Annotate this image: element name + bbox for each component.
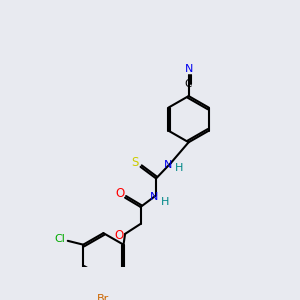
- Text: N: N: [184, 64, 193, 74]
- Text: Cl: Cl: [55, 233, 65, 244]
- Text: N: N: [150, 192, 158, 202]
- Text: O: O: [115, 187, 124, 200]
- Text: H: H: [160, 196, 169, 206]
- Text: H: H: [175, 164, 184, 173]
- Text: N: N: [164, 160, 173, 170]
- Text: Br: Br: [97, 294, 110, 300]
- Text: C: C: [184, 79, 191, 89]
- Text: S: S: [131, 156, 139, 169]
- Text: O: O: [114, 229, 124, 242]
